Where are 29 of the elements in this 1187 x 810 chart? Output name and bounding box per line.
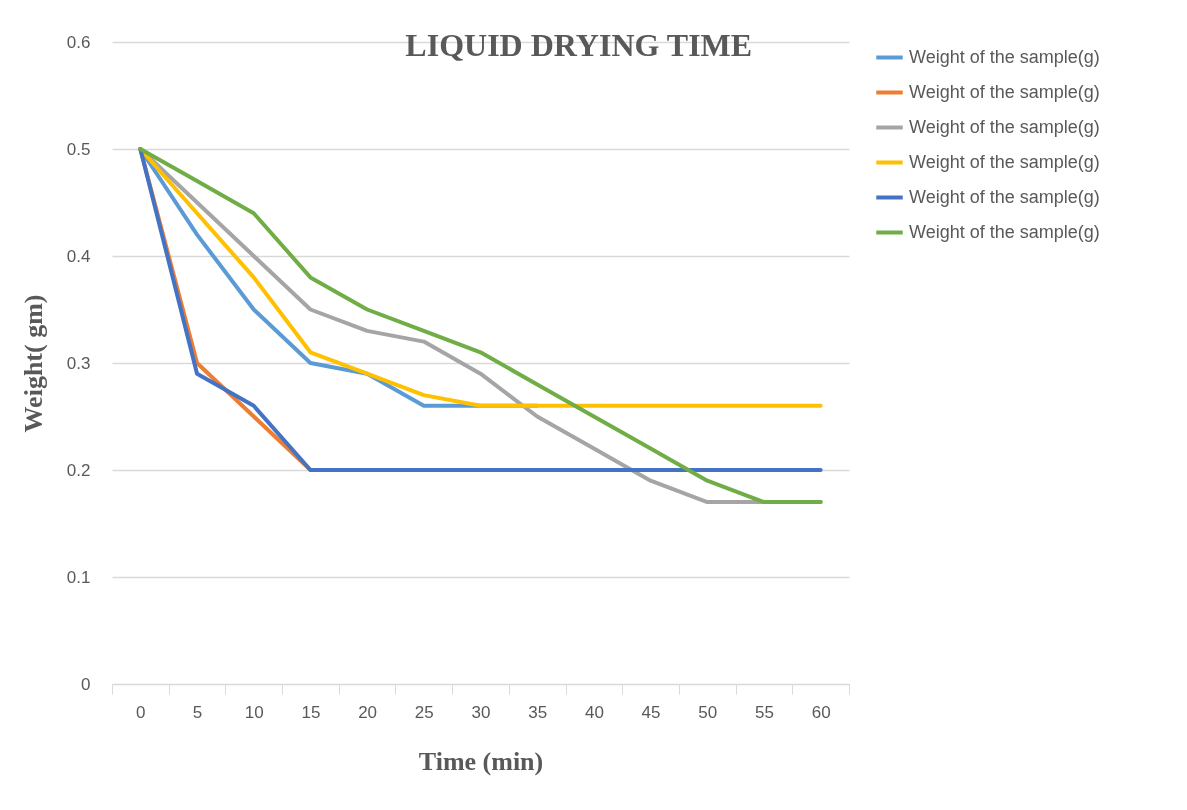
y-tick-label: 0.3 xyxy=(66,353,91,373)
y-tick-label: 0.1 xyxy=(66,567,91,587)
x-axis-title: Time (min) xyxy=(418,746,544,776)
legend-label: Weight of the sample(g) xyxy=(909,116,1100,137)
y-tick-label: 0.2 xyxy=(66,460,91,480)
x-tick-label: 60 xyxy=(811,702,831,722)
x-tick-label: 10 xyxy=(244,702,264,722)
x-tick-label: 35 xyxy=(528,702,548,722)
y-tick-label: 0.4 xyxy=(66,246,91,266)
x-tick-label: 20 xyxy=(358,702,378,722)
x-tick-label: 25 xyxy=(414,702,434,722)
x-tick-label: 55 xyxy=(755,702,774,722)
x-tick-label: 5 xyxy=(192,702,203,722)
chart-title: LIQUID DRYING TIME xyxy=(405,27,753,63)
legend-label: Weight of the sample(g) xyxy=(909,186,1100,207)
x-tick-label: 15 xyxy=(301,702,321,722)
y-tick-label: 0 xyxy=(81,674,91,694)
x-tick-label: 50 xyxy=(698,702,718,722)
y-tick-label: 0.5 xyxy=(66,139,91,159)
y-axis-title: Weight( gm) xyxy=(18,294,48,433)
legend-label: Weight of the sample(g) xyxy=(909,46,1100,67)
legend-label: Weight of the sample(g) xyxy=(909,221,1100,242)
x-tick-label: 40 xyxy=(584,702,604,722)
x-tick-label: 0 xyxy=(136,702,146,722)
y-tick-label: 0.6 xyxy=(66,32,91,52)
x-tick-label: 45 xyxy=(641,702,661,722)
legend-label: Weight of the sample(g) xyxy=(909,81,1100,102)
legend-label: Weight of the sample(g) xyxy=(909,151,1100,172)
x-tick-label: 30 xyxy=(471,702,491,722)
